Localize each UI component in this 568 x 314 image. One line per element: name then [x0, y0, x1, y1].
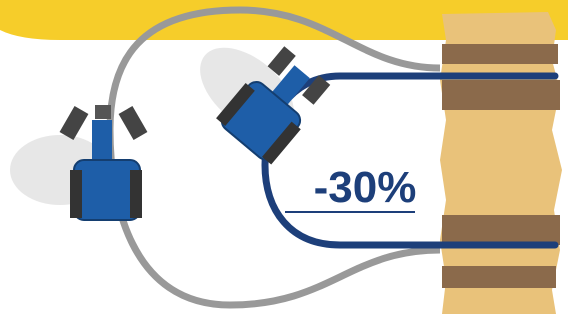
reduction-label: -30%	[314, 163, 417, 212]
illustration: -30%	[0, 0, 568, 314]
field	[440, 12, 562, 314]
